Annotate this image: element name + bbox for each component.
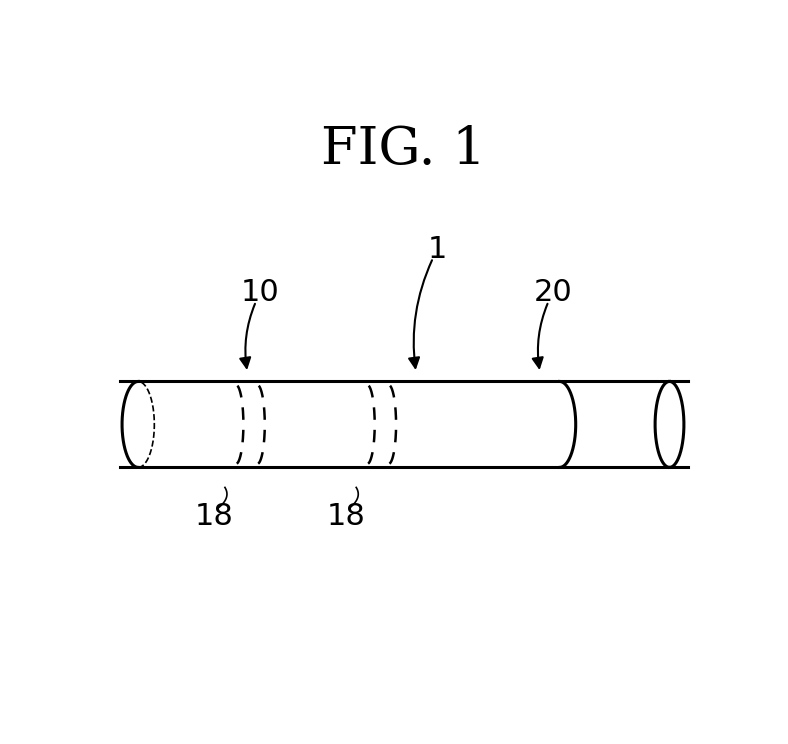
- Text: 1: 1: [428, 235, 447, 264]
- Text: 18: 18: [326, 501, 366, 530]
- Text: 10: 10: [241, 278, 280, 307]
- Text: 20: 20: [534, 278, 573, 307]
- Text: FIG. 1: FIG. 1: [322, 124, 486, 175]
- Text: 18: 18: [195, 501, 234, 530]
